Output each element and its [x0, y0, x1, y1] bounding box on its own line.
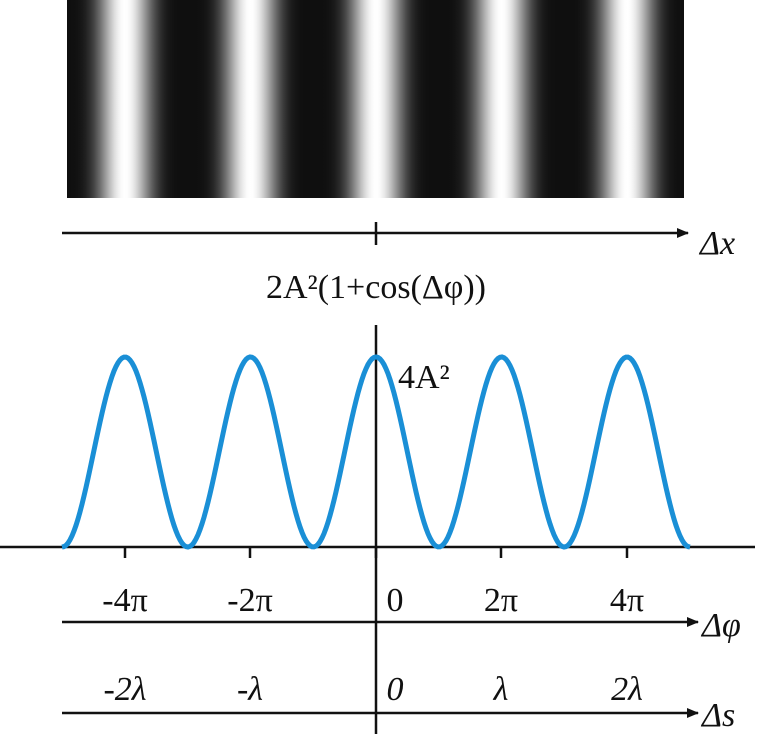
path-tick-label: λ	[493, 671, 509, 708]
x-axis-label: Δx	[698, 225, 735, 262]
path-tick-label: -2λ	[103, 671, 146, 708]
path-axis-label: Δs	[700, 697, 735, 734]
peak-label: 4A²	[398, 359, 450, 396]
phase-tick-label: -4π	[102, 582, 148, 619]
fringe-pattern	[67, 0, 684, 198]
formula: 2A²(1+cos(Δφ))	[266, 269, 486, 306]
intensity-curve	[61, 354, 691, 550]
path-tick-label: -λ	[237, 671, 263, 708]
phase-tick-label: -2π	[227, 582, 273, 619]
phase-axis-label: Δφ	[700, 607, 741, 644]
phase-tick-label: 4π	[610, 582, 644, 619]
path-tick-label: 2λ	[611, 671, 643, 708]
phase-tick-label: 0	[387, 582, 404, 619]
phase-tick-label: 2π	[484, 582, 518, 619]
path-tick-label: 0	[387, 671, 404, 708]
